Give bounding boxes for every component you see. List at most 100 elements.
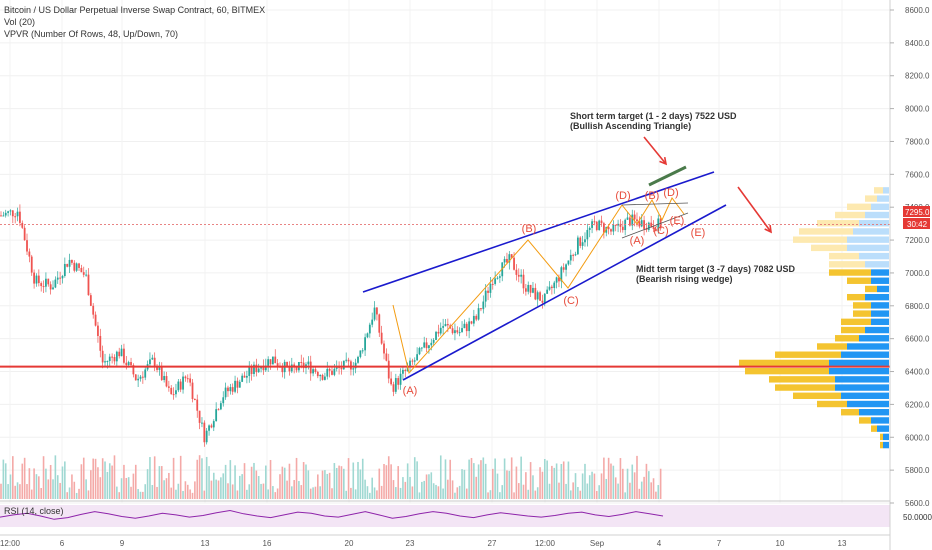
candle-body <box>534 287 537 300</box>
volume-bar <box>510 457 513 499</box>
volume-bar <box>423 480 426 499</box>
candle-body <box>532 287 534 293</box>
candle-body <box>52 287 54 290</box>
candle-body <box>75 263 78 271</box>
volume-bar <box>380 485 383 499</box>
vp-up-bar <box>835 211 865 219</box>
candle-body <box>215 409 218 422</box>
wave-label: (B) <box>522 223 537 235</box>
candle-body <box>127 362 130 366</box>
volume-bar <box>45 468 47 499</box>
volume-bar <box>350 487 352 499</box>
vp-down-bar <box>847 400 889 408</box>
volume-bar <box>132 473 135 499</box>
vol-indicator[interactable]: Vol (20) <box>4 17 36 27</box>
volume-bar <box>227 483 229 499</box>
candle-body <box>472 315 475 324</box>
candle-body <box>555 277 558 283</box>
volume-bar <box>593 473 596 499</box>
volume-bar <box>75 492 78 499</box>
vp-down-bar <box>865 326 889 334</box>
rising-wedge[interactable] <box>362 171 727 381</box>
price-axis[interactable]: 8600.08400.08200.08000.07800.07600.07400… <box>890 6 930 508</box>
candle-body <box>342 360 345 370</box>
candle-body <box>439 327 442 334</box>
candle-body <box>480 308 482 310</box>
volume-bar <box>508 470 511 499</box>
vp-down-bar <box>835 376 889 383</box>
volume-bar <box>142 491 144 499</box>
volume-bar <box>66 492 68 499</box>
volume-bar <box>359 469 362 499</box>
volume-bar <box>163 480 165 499</box>
candle-body <box>248 367 251 376</box>
volume-bar <box>16 482 19 499</box>
candle-body <box>227 387 229 392</box>
candle-body <box>524 288 527 292</box>
volume-bar <box>321 470 324 499</box>
candle-body <box>581 242 584 246</box>
candle-body <box>487 290 489 293</box>
volume-bar <box>21 463 24 499</box>
triangle-top <box>621 202 689 206</box>
candle-body <box>7 211 9 213</box>
candle-body <box>420 347 423 349</box>
volume-bar <box>87 490 90 499</box>
volume-bar <box>317 474 319 499</box>
candle-body <box>328 368 331 371</box>
candle-body <box>347 359 350 362</box>
volume-bar <box>99 477 102 499</box>
volume-bar <box>184 481 187 499</box>
volume-bar <box>340 466 343 499</box>
wave-label: (A) <box>403 385 418 397</box>
symbol-title[interactable]: Bitcoin / US Dollar Perpetual Inverse Sw… <box>4 5 266 15</box>
candle-body <box>470 321 473 324</box>
volume-bar <box>255 470 258 499</box>
time-axis[interactable]: 12:00 6 9 13 16 20 23 27 12:00 Sep 4 7 10 13 <box>0 539 847 548</box>
candle-body <box>307 361 310 365</box>
candle-body <box>610 229 612 232</box>
volume-bar <box>286 480 288 499</box>
vp-up-bar <box>835 335 859 342</box>
volume-bar <box>406 463 409 499</box>
volume-bar <box>139 491 142 499</box>
vpvr-indicator[interactable]: VPVR (Number Of Rows, 48, Up/Down, 70) <box>4 29 179 39</box>
volume-bar <box>385 465 388 499</box>
volume-bar <box>35 474 38 499</box>
wave-lines[interactable] <box>392 165 689 375</box>
volume-bar <box>113 455 116 499</box>
time-tick-label: 13 <box>838 539 847 548</box>
candle-body <box>2 215 5 217</box>
volume-bar <box>116 486 118 499</box>
volume-bar <box>175 489 177 499</box>
volume-bar <box>572 482 574 499</box>
volume-bar <box>160 466 163 499</box>
volume-bar <box>203 490 206 499</box>
time-tick-label: 4 <box>657 539 662 548</box>
volume-bar <box>387 456 390 499</box>
volume-bar <box>399 487 402 499</box>
volume-bar <box>392 480 395 499</box>
vp-down-bar <box>871 277 889 284</box>
candle-body <box>149 359 151 365</box>
volume-bar <box>253 462 255 499</box>
wave-labels: (A)(B)(C)(D) (B) (D)(A)(C)(E)(E) <box>403 187 706 397</box>
volume-bar <box>144 484 147 499</box>
volume-bar <box>648 471 650 499</box>
volume-bar <box>357 461 359 499</box>
price-tick-label: 7000.0 <box>905 269 930 278</box>
volume-bar <box>633 472 636 499</box>
candle-body <box>21 222 24 228</box>
volume-bar <box>617 483 619 499</box>
volume-bar <box>71 474 73 499</box>
volume-bar <box>130 486 132 499</box>
volume-bar <box>111 465 113 499</box>
vp-down-bar <box>859 252 889 260</box>
volume-bar <box>38 476 40 499</box>
candle-body <box>536 292 539 300</box>
volume-bar <box>30 489 33 499</box>
vp-down-bar <box>829 359 889 367</box>
candle-body <box>219 403 222 410</box>
volume-bar <box>477 464 480 499</box>
